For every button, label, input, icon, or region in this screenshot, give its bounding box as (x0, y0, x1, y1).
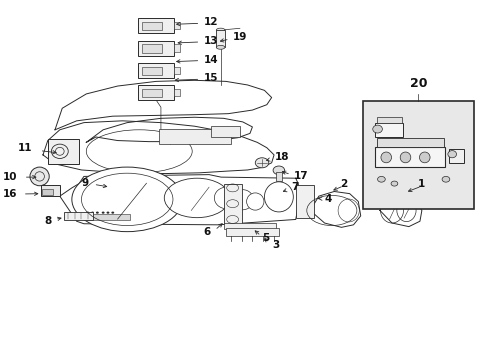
Text: 10: 10 (3, 172, 18, 182)
Ellipse shape (164, 178, 229, 218)
Ellipse shape (264, 182, 293, 212)
Ellipse shape (91, 212, 94, 214)
Text: 15: 15 (204, 73, 218, 83)
Text: 17: 17 (293, 171, 308, 181)
Bar (174, 22, 180, 30)
Bar (223, 223, 276, 229)
Bar (86, 215, 129, 220)
Ellipse shape (441, 176, 449, 182)
Polygon shape (60, 175, 300, 225)
Ellipse shape (372, 125, 382, 133)
Ellipse shape (246, 193, 264, 210)
Ellipse shape (216, 45, 224, 49)
Ellipse shape (111, 212, 114, 214)
Ellipse shape (272, 166, 284, 175)
Text: 9: 9 (81, 178, 88, 188)
Bar (374, 147, 444, 167)
Ellipse shape (30, 167, 49, 186)
Bar (138, 63, 174, 78)
Ellipse shape (447, 150, 456, 158)
Bar (216, 30, 224, 47)
Text: 20: 20 (409, 77, 427, 90)
Polygon shape (43, 121, 273, 174)
Ellipse shape (216, 28, 224, 32)
Bar (42, 189, 53, 195)
Bar (138, 41, 174, 55)
Bar (142, 67, 162, 75)
Ellipse shape (106, 212, 109, 214)
Bar (142, 89, 162, 97)
Ellipse shape (255, 158, 268, 168)
Bar (48, 139, 79, 164)
Bar (363, 101, 473, 209)
Text: 1: 1 (417, 179, 425, 189)
Bar (376, 138, 443, 147)
Ellipse shape (96, 212, 99, 214)
Bar (295, 185, 313, 218)
Bar (376, 117, 401, 123)
Ellipse shape (72, 167, 182, 231)
Ellipse shape (377, 176, 385, 182)
Bar (142, 44, 162, 53)
Bar (174, 89, 180, 96)
Bar (275, 172, 281, 181)
Text: 3: 3 (272, 240, 279, 250)
Bar (41, 185, 60, 196)
Bar (374, 123, 402, 137)
Bar (211, 126, 240, 137)
Text: 6: 6 (203, 227, 210, 237)
Text: 14: 14 (204, 54, 219, 64)
Text: 11: 11 (18, 143, 32, 153)
Ellipse shape (419, 152, 429, 163)
Text: 4: 4 (324, 194, 331, 204)
Ellipse shape (399, 152, 410, 163)
Text: 2: 2 (340, 179, 347, 189)
Ellipse shape (102, 212, 104, 214)
Text: 5: 5 (262, 233, 269, 243)
Polygon shape (309, 192, 360, 227)
Bar (142, 22, 162, 31)
Text: 12: 12 (204, 17, 218, 27)
Bar (448, 149, 463, 163)
Ellipse shape (380, 152, 391, 163)
Ellipse shape (232, 190, 253, 210)
Bar (138, 85, 174, 100)
Bar (174, 44, 180, 51)
Ellipse shape (390, 181, 397, 186)
Text: 7: 7 (290, 182, 298, 192)
Text: 13: 13 (204, 36, 218, 46)
Text: 18: 18 (274, 152, 288, 162)
Ellipse shape (214, 187, 238, 209)
Text: 19: 19 (233, 32, 247, 42)
Bar (138, 18, 174, 33)
Bar (223, 184, 241, 224)
Bar (158, 129, 230, 144)
Bar (63, 212, 92, 220)
Bar (174, 67, 180, 74)
Bar (225, 228, 278, 236)
Text: 8: 8 (44, 216, 51, 226)
Text: 16: 16 (3, 189, 18, 199)
Polygon shape (379, 193, 421, 226)
Ellipse shape (86, 212, 89, 214)
